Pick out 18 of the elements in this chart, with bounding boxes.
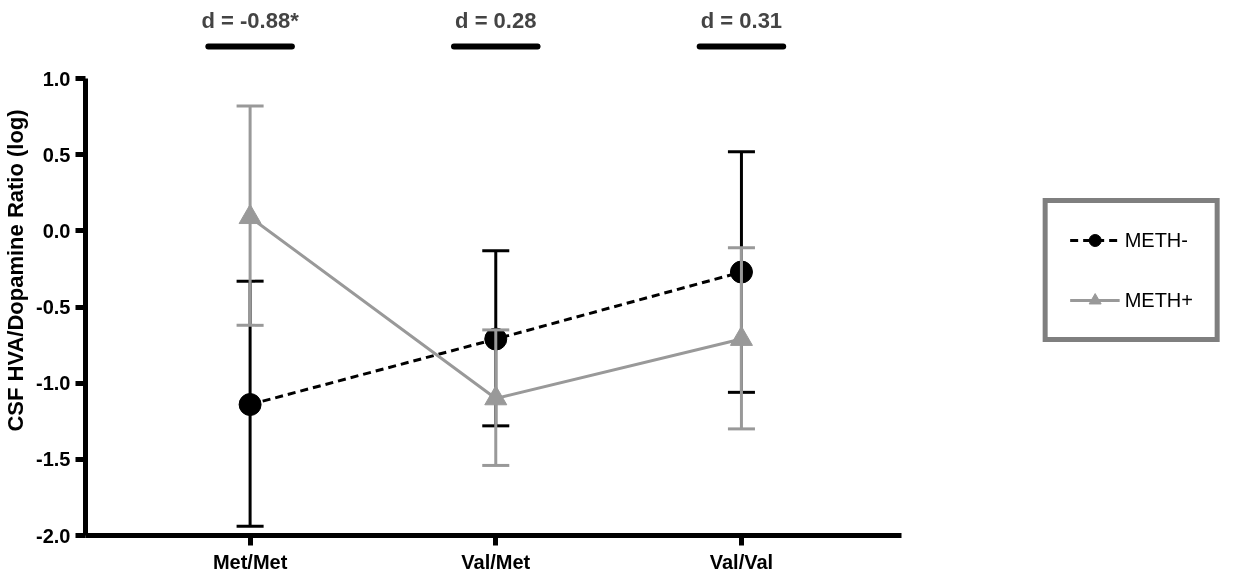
point: [238, 203, 262, 225]
point: [238, 393, 262, 416]
x-tick-label: Val/Val: [709, 550, 774, 573]
x-tick-label: Val/Met: [461, 550, 531, 573]
y-tick-label: -2.0: [36, 524, 71, 547]
y-tick-label: -0.5: [36, 296, 71, 319]
legend-label: METH-: [1124, 228, 1188, 252]
y-tick-label: 0.5: [42, 143, 71, 166]
x-tick-label: Met/Met: [212, 550, 288, 573]
y-tick-label: -1.5: [36, 448, 71, 471]
y-tick-label: 0.0: [42, 219, 71, 242]
text: d = 0.28: [455, 7, 537, 33]
y-tick-label: 1.0: [42, 67, 71, 90]
y-tick-label: -1.0: [36, 372, 71, 395]
text: d = 0.31: [700, 7, 783, 33]
legend-label: METH+: [1124, 288, 1193, 312]
text: d = -0.88*: [201, 7, 300, 33]
y-axis-title: CSF HVA/Dopamine Ratio (log): [3, 109, 29, 432]
